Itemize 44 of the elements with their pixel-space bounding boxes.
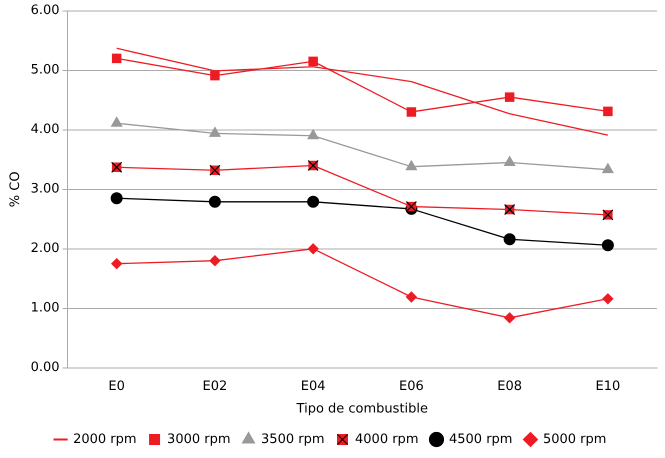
legend-label: 3000 rpm: [167, 432, 231, 447]
point: [110, 116, 122, 127]
point: [110, 192, 123, 204]
point: [406, 107, 416, 117]
y-tick-label: 0.00: [30, 360, 60, 376]
point: [406, 160, 418, 170]
y-tick-label: 4.00: [30, 122, 60, 138]
legend-label: 3500 rpm: [261, 432, 325, 447]
x-axis-title: Tipo de combustible: [296, 402, 428, 417]
y-tick-label: 5.00: [30, 62, 60, 78]
y-axis-title: % CO: [8, 171, 24, 208]
point: [602, 293, 614, 304]
y-tick-label: 3.00: [30, 182, 60, 197]
legend-label: 4500 rpm: [448, 432, 512, 447]
x-tick-label: E10: [595, 378, 620, 394]
point: [504, 156, 516, 166]
point: [307, 196, 320, 208]
point: [602, 239, 614, 252]
x-tick-label: E0: [108, 378, 125, 394]
x-tick-label: E02: [202, 378, 228, 394]
point: [308, 243, 319, 254]
point: [209, 255, 220, 266]
x-tick-label: E04: [300, 378, 326, 394]
point: [209, 126, 221, 137]
x-tick-label: E06: [399, 378, 424, 394]
point: [406, 291, 417, 302]
point: [308, 56, 318, 66]
point: [208, 196, 221, 208]
x-tick-label: E08: [497, 378, 522, 394]
point: [504, 312, 516, 324]
point: [112, 54, 122, 64]
point: [603, 106, 613, 116]
y-tick-label: 2.00: [30, 241, 60, 256]
legend-label: 4000 rpm: [355, 432, 418, 447]
legend-label: 2000 rpm: [73, 432, 137, 447]
point: [504, 92, 514, 102]
point: [111, 258, 122, 270]
point: [210, 70, 220, 80]
legend-label: 5000 rpm: [542, 432, 606, 447]
y-tick-label: 1.00: [30, 300, 60, 316]
point: [602, 163, 614, 174]
point: [307, 129, 319, 140]
point: [504, 233, 516, 246]
y-tick-label: 6.00: [30, 3, 60, 18]
